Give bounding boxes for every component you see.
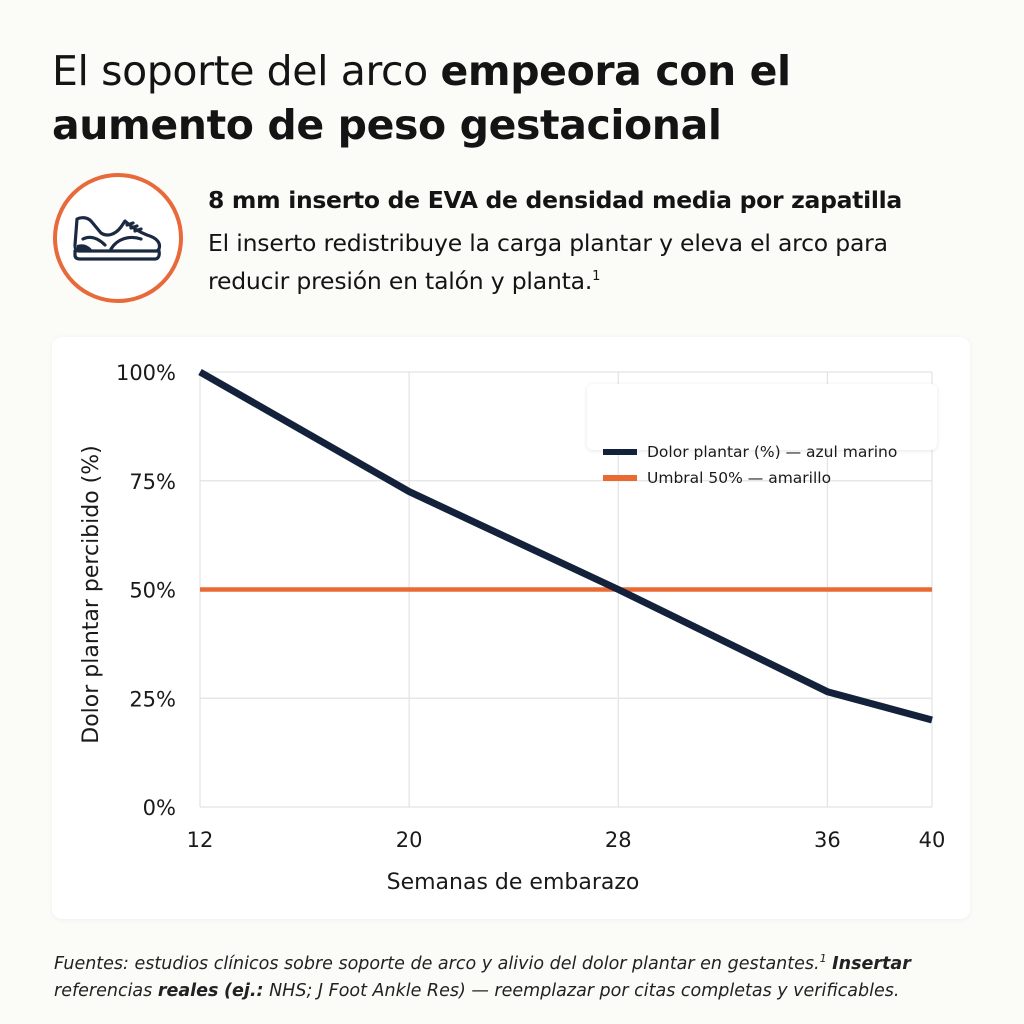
legend-swatch-dolor [603,449,637,455]
legend-label-umbral: Umbral 50% — amarillo [647,469,832,487]
x-tick-label: 36 [814,828,841,852]
y-tick-label: 0% [143,796,176,820]
series-line-dolor [198,368,933,724]
y-axis-label: Dolor plantar percibido (%) [79,445,104,744]
title-bold-2: aumento de peso gestacional [52,101,722,149]
footer-text-referencias: referencias [54,980,158,1001]
x-tick-label: 28 [605,828,632,852]
title-light: El soporte del arco [52,47,441,95]
legend-label-dolor: Dolor plantar (%) — azul marino [647,443,898,461]
chart-card: 0% 25% 50% 75% 100% 12 20 28 36 40 Semanas de emba… [52,337,970,919]
legend-item-umbral: Umbral 50% — amarillo [603,468,831,488]
subtitle-footnote-mark: 1 [592,269,601,284]
legend-swatch-umbral [603,475,637,481]
footer-bold-insertar: Insertar [832,953,911,974]
x-tick-label: 12 [187,828,214,852]
footer-bold-reales: reales [157,980,219,1001]
title-bold-1: empeora con el [440,47,792,95]
page-title: El soporte del arco empeora con el aument… [52,44,992,152]
footer-text-citas: NHS; J Foot Ankle Res) — reemplazar por … [263,980,900,1001]
subtitle-text: El inserto redistribuye la carga plantar… [208,226,928,298]
x-axis-label: Semanas de embarazo [387,870,640,895]
chart-legend: Dolor plantar (%) — azul marino Umbral 5… [587,384,937,487]
footer-bold-ej: (ej.: [224,980,264,1001]
line-chart: 0% 25% 50% 75% 100% 12 20 28 36 40 Semanas de emba… [79,361,946,895]
sources-footnote: Fuentes: estudios clínicos sobre soporte… [54,945,984,1005]
y-tick-label: 50% [129,579,176,603]
subtitle-body: El inserto redistribuye la carga plantar… [208,229,888,295]
subtitle-heading: 8 mm inserto de EVA de densidad media po… [208,186,902,214]
legend-item-dolor: Dolor plantar (%) — azul marino [603,442,897,462]
sneaker-icon [73,216,162,261]
footer-footnote-mark: 1 [819,952,827,965]
y-tick-label: 25% [129,687,176,711]
footer-sources: Fuentes: estudios clínicos sobre soporte… [54,953,820,974]
x-tick-label: 20 [396,828,423,852]
sneaker-icon-badge [53,173,183,303]
x-tick-label: 40 [919,828,946,852]
y-tick-label: 100% [116,361,176,385]
y-tick-label: 75% [129,470,176,494]
